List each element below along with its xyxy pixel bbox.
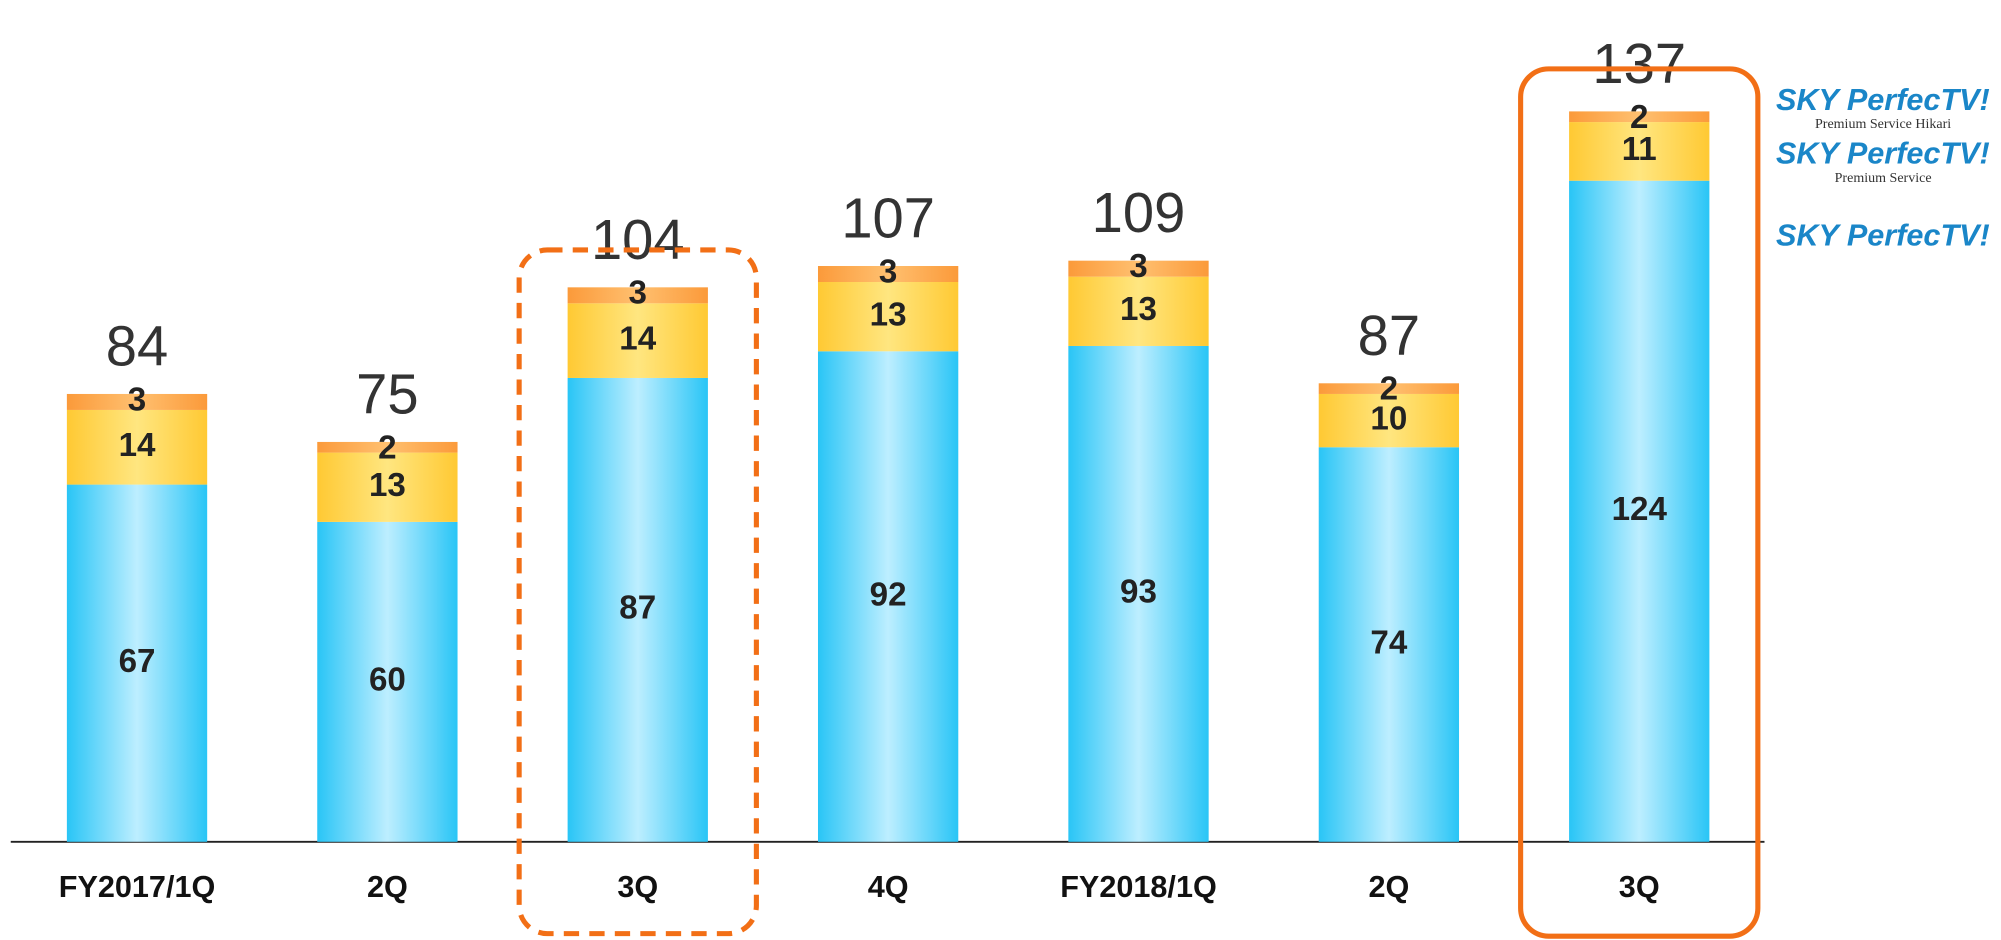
bar-segment [817, 282, 959, 352]
segment-label: 93 [1120, 574, 1157, 611]
bar-segment [317, 441, 458, 453]
bar-segment [1318, 393, 1460, 448]
bar-segment [1569, 111, 1710, 123]
segment-label: 2 [1630, 99, 1648, 136]
total-label: 75 [356, 362, 418, 425]
segment-label: 3 [629, 275, 647, 312]
segment-label: 2 [1380, 371, 1398, 408]
legend-sublabel: Premium Service [1835, 171, 1932, 186]
legend-sublabel: Premium Service Hikari [1815, 117, 1951, 132]
bar-segment [317, 521, 458, 842]
segment-label: 14 [619, 320, 656, 357]
segment-label: 74 [1370, 624, 1407, 661]
segment-label: 2 [378, 429, 396, 466]
x-tick-label: 2Q [367, 870, 408, 904]
segment-label: 3 [879, 253, 897, 290]
highlight-box [1518, 66, 1761, 939]
bar-segment [1318, 447, 1460, 842]
bar-segment [317, 452, 458, 522]
bar-segment [1569, 122, 1710, 181]
highlight-box [516, 247, 759, 937]
x-tick-label: 2Q [1368, 870, 1409, 904]
segment-label: 124 [1612, 491, 1668, 528]
x-tick-label: 3Q [1619, 870, 1660, 904]
bar-segment [1569, 180, 1710, 842]
legend-logo: SKY PerfecTV! [1776, 218, 1990, 252]
segment-label: 92 [870, 576, 907, 613]
bar-segment [1068, 345, 1209, 842]
total-label: 107 [841, 186, 935, 249]
bar-segment [567, 377, 708, 842]
segment-label: 67 [119, 643, 156, 680]
bar-segment [1068, 260, 1209, 277]
segment-label: 13 [870, 296, 907, 333]
total-label: 109 [1092, 181, 1186, 244]
bar-segment [1068, 276, 1209, 346]
total-label: 104 [591, 208, 685, 271]
bar-segment [66, 484, 208, 842]
bar-segment [817, 266, 959, 282]
bar-segment [66, 393, 208, 410]
legend-logo: SKY PerfecTV! [1776, 137, 1990, 171]
segment-label: 3 [1129, 248, 1147, 285]
bar-segment [1318, 383, 1460, 394]
total-label: 84 [106, 314, 168, 377]
total-label: 137 [1592, 32, 1686, 95]
bar-segment [817, 351, 959, 842]
x-tick-label: FY2018/1Q [1060, 870, 1217, 904]
bar-segment [567, 303, 708, 378]
bar-segment [567, 287, 708, 304]
segment-label: 13 [1120, 291, 1157, 328]
segment-label: 11 [1622, 131, 1657, 168]
segment-label: 3 [128, 381, 146, 418]
x-tick-label: FY2017/1Q [59, 870, 216, 904]
segment-label: 13 [369, 467, 406, 504]
segment-label: 10 [1370, 400, 1407, 437]
total-label: 87 [1358, 304, 1420, 367]
segment-label: 87 [619, 590, 656, 627]
segment-label: 14 [119, 427, 156, 464]
x-tick-label: 3Q [617, 870, 658, 904]
segment-label: 60 [369, 662, 406, 699]
bar-segment [66, 409, 208, 485]
legend-logo: SKY PerfecTV! [1776, 83, 1990, 117]
x-tick-label: 4Q [868, 870, 909, 904]
